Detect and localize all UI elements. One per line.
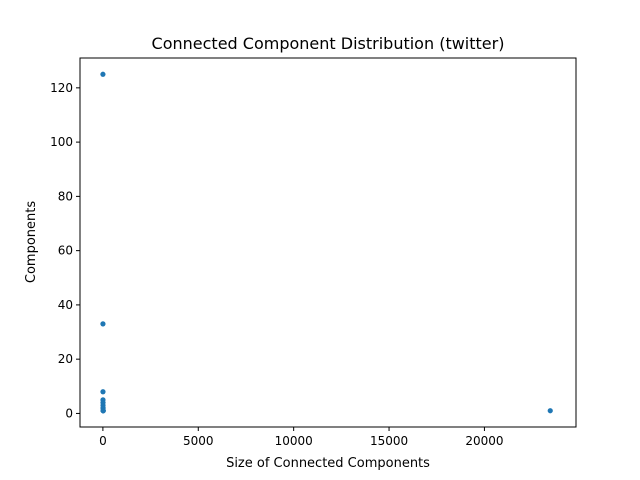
x-tick-label: 0 <box>99 434 107 448</box>
y-tick-label: 80 <box>58 189 73 203</box>
plot-frame <box>79 57 577 428</box>
data-point <box>547 408 553 414</box>
x-axis: 0 5000 10000 15000 20000 <box>99 427 504 448</box>
y-tick-label: 60 <box>58 244 73 258</box>
x-tick-label: 15000 <box>370 434 408 448</box>
y-tick-label: 120 <box>50 81 73 95</box>
data-point <box>100 321 106 327</box>
x-tick-label: 20000 <box>465 434 503 448</box>
y-axis-label: Components <box>24 201 39 283</box>
y-tick-label: 40 <box>58 298 73 312</box>
y-tick-label: 20 <box>58 352 73 366</box>
data-points <box>100 71 553 414</box>
chart-title: Connected Component Distribution (twitte… <box>152 34 505 53</box>
data-point <box>100 71 106 77</box>
x-tick-label: 10000 <box>275 434 313 448</box>
y-axis: 0 20 40 60 80 100 120 <box>50 81 80 420</box>
data-point <box>100 389 106 395</box>
x-axis-label: Size of Connected Components <box>226 456 430 471</box>
data-point <box>100 408 106 414</box>
y-tick-label: 100 <box>50 135 73 149</box>
y-tick-label: 0 <box>65 406 73 420</box>
x-tick-label: 5000 <box>183 434 214 448</box>
